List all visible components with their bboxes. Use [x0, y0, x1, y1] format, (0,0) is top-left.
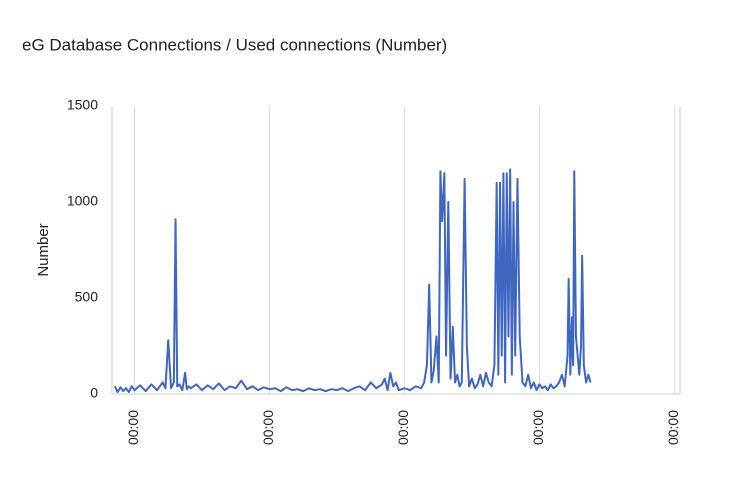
y-tick-label: 1000	[67, 193, 98, 209]
line-series	[113, 168, 592, 394]
x-tick-label: 00:00	[125, 410, 141, 445]
y-tick-label: 1500	[67, 97, 98, 113]
x-tick-label: 00:00	[530, 410, 546, 445]
chart-title: eG Database Connections / Used connectio…	[22, 35, 447, 54]
x-tick-label: 00:00	[665, 410, 681, 445]
x-tick-label: 00:00	[395, 410, 411, 445]
y-tick-label: 500	[75, 289, 99, 305]
x-tick-label: 00:00	[260, 410, 276, 445]
y-axis-label: Number	[35, 223, 52, 276]
y-tick-label: 0	[90, 385, 98, 401]
